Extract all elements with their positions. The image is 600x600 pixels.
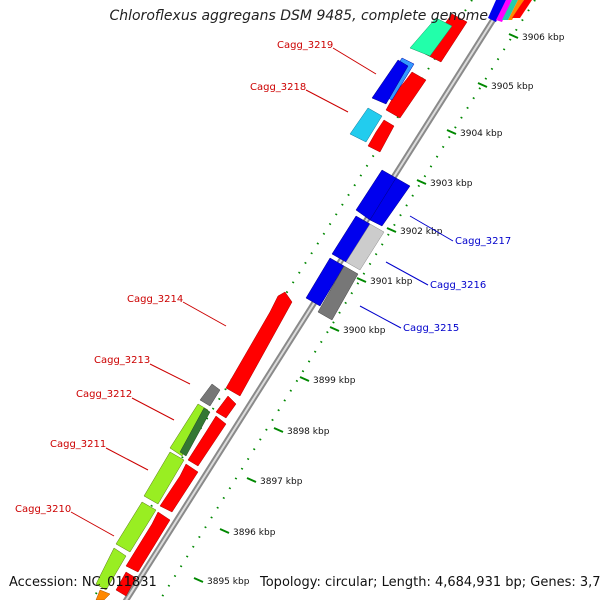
gene-forward[interactable] bbox=[367, 119, 395, 153]
gene-label[interactable]: Cagg_3216 bbox=[430, 280, 486, 291]
gene-forward[interactable] bbox=[385, 71, 427, 119]
kbp-label: 3897 kbp bbox=[260, 477, 303, 487]
gene-forward[interactable] bbox=[125, 511, 171, 573]
kbp-label: 3906 kbp bbox=[522, 33, 565, 43]
gene-reverse-3210[interactable] bbox=[115, 501, 157, 553]
kbp-tick bbox=[193, 577, 204, 583]
gene-forward[interactable] bbox=[215, 395, 237, 419]
kbp-tick bbox=[446, 129, 457, 135]
topology-text: Topology: circular; Length: 4,684,931 bp… bbox=[260, 575, 600, 590]
gene-reverse[interactable] bbox=[95, 547, 127, 591]
kbp-scale: 3906 kbp 3905 kbp 3904 kbp 3903 kbp 3902 kbp… bbox=[193, 33, 565, 587]
kbp-tick bbox=[477, 82, 488, 88]
kbp-label: 3898 kbp bbox=[287, 427, 330, 437]
kbp-tick bbox=[299, 376, 310, 382]
kbp-tick bbox=[386, 227, 397, 233]
tick-track-outer bbox=[159, 0, 536, 600]
gene-reverse-3217[interactable] bbox=[369, 177, 411, 227]
gene-callout-line bbox=[409, 215, 454, 242]
gene-callout-line bbox=[182, 301, 227, 327]
gene-label[interactable]: Cagg_3214 bbox=[127, 294, 183, 305]
kbp-label: 3904 kbp bbox=[460, 129, 503, 139]
gene-label[interactable]: Cagg_3218 bbox=[250, 82, 306, 93]
accession-text: Accession: NC_011831 bbox=[9, 575, 157, 590]
kbp-tick bbox=[356, 277, 367, 283]
gene-label-callouts: Cagg_3219 Cagg_3218 Cagg_3214 Cagg_3213 Cagg… bbox=[15, 40, 511, 537]
gene-reverse[interactable] bbox=[508, 0, 524, 20]
kbp-label: 3899 kbp bbox=[313, 376, 356, 386]
gene-reverse-3219[interactable] bbox=[409, 17, 453, 57]
kbp-label: 3905 kbp bbox=[491, 82, 534, 92]
gene-callout-line bbox=[70, 511, 115, 537]
gene-callout-line bbox=[105, 447, 149, 471]
gene-reverse-3211[interactable] bbox=[143, 451, 185, 505]
gene-reverse[interactable] bbox=[496, 0, 512, 22]
kbp-label: 3895 kbp bbox=[207, 577, 250, 587]
gene-forward-3214[interactable] bbox=[225, 291, 293, 397]
gene-reverse[interactable] bbox=[179, 407, 211, 457]
gene-forward[interactable] bbox=[512, 0, 532, 18]
kbp-tick bbox=[273, 427, 284, 433]
genome-title: Chloroflexus aggregans DSM 9485, complet… bbox=[109, 8, 488, 24]
gene-reverse[interactable] bbox=[502, 0, 518, 20]
forward-strand-genes bbox=[115, 13, 468, 597]
kbp-label: 3902 kbp bbox=[400, 227, 443, 237]
kbp-label: 3896 kbp bbox=[233, 528, 276, 538]
gene-reverse-3216[interactable] bbox=[345, 223, 385, 271]
kbp-label: 3903 kbp bbox=[430, 179, 473, 189]
gene-label[interactable]: Cagg_3219 bbox=[277, 40, 333, 51]
gene-callout-line bbox=[385, 261, 429, 286]
gene-reverse[interactable] bbox=[488, 0, 506, 22]
gene-reverse[interactable] bbox=[95, 589, 111, 600]
kbp-label: 3901 kbp bbox=[370, 277, 413, 287]
gene-callout-line bbox=[359, 305, 402, 329]
kbp-tick bbox=[416, 179, 427, 185]
gene-reverse-3215[interactable] bbox=[317, 265, 359, 321]
kbp-tick bbox=[329, 326, 340, 332]
kbp-tick bbox=[219, 528, 230, 534]
reverse-strand-genes bbox=[95, 17, 453, 600]
kbp-label: 3900 kbp bbox=[343, 326, 386, 336]
kbp-tick bbox=[246, 477, 257, 483]
gene-forward[interactable] bbox=[187, 415, 227, 467]
top-right-gene-cluster bbox=[488, 0, 532, 22]
gene-reverse[interactable] bbox=[349, 107, 383, 143]
gene-forward[interactable] bbox=[159, 463, 199, 513]
gene-reverse[interactable] bbox=[305, 257, 345, 307]
gene-reverse-3212[interactable] bbox=[169, 403, 209, 457]
gene-reverse-3218[interactable] bbox=[371, 59, 409, 105]
gene-label[interactable]: Cagg_3211 bbox=[50, 439, 106, 450]
gene-label[interactable]: Cagg_3215 bbox=[403, 323, 459, 334]
gene-label[interactable]: Cagg_3217 bbox=[455, 236, 511, 247]
gene-callout-line bbox=[149, 363, 191, 385]
gene-reverse-3213[interactable] bbox=[199, 383, 221, 407]
gene-label[interactable]: Cagg_3213 bbox=[94, 355, 150, 366]
gene-label[interactable]: Cagg_3210 bbox=[15, 504, 71, 515]
gene-callout-line bbox=[332, 47, 377, 75]
gene-callout-line bbox=[305, 89, 349, 113]
gene-label[interactable]: Cagg_3212 bbox=[76, 389, 132, 400]
kbp-tick bbox=[508, 33, 519, 39]
gene-callout-line bbox=[131, 397, 175, 421]
gene-forward[interactable] bbox=[115, 571, 137, 597]
